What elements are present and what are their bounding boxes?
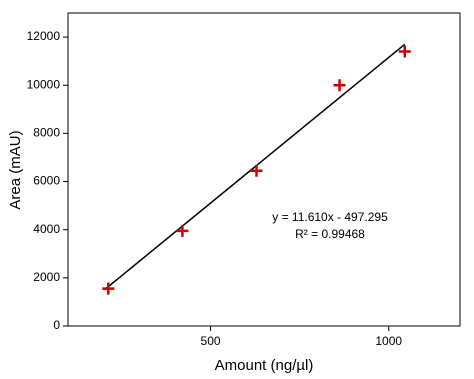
x-tick-label: 500 — [201, 334, 221, 348]
y-tick-label: 4000 — [33, 222, 60, 236]
data-point — [102, 282, 115, 295]
y-tick-label: 6000 — [33, 174, 60, 188]
plot-frame — [67, 12, 461, 327]
x-tick-label: 1000 — [375, 334, 402, 348]
y-tick-label: 12000 — [27, 29, 61, 43]
y-tick-label: 10000 — [27, 77, 61, 91]
x-axis-title: Amount (ng/µl) — [215, 357, 314, 374]
data-point — [398, 45, 411, 58]
y-tick-label: 2000 — [33, 270, 60, 284]
fit-line — [103, 43, 406, 291]
data-point — [176, 224, 189, 237]
data-point — [250, 164, 263, 177]
y-axis-title: Area (mAU) — [7, 130, 24, 209]
equation: y = 11.610x - 497.295 — [272, 210, 388, 224]
data-point — [333, 79, 346, 92]
y-tick-label: 8000 — [33, 126, 60, 140]
r-squared: R² = 0.99468 — [295, 227, 365, 241]
y-tick-label: 0 — [53, 318, 60, 332]
